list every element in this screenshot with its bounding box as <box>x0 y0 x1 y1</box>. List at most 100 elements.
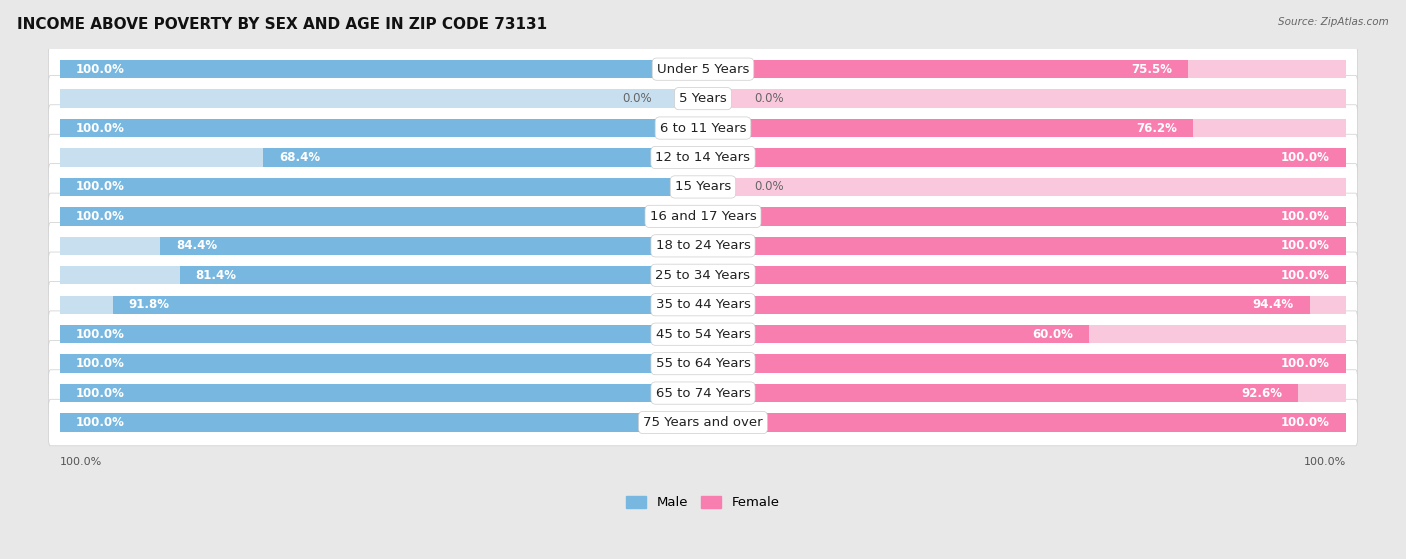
Bar <box>703 60 1188 78</box>
Text: 25 to 34 Years: 25 to 34 Years <box>655 269 751 282</box>
Text: 68.4%: 68.4% <box>280 151 321 164</box>
Text: 100.0%: 100.0% <box>76 387 125 400</box>
Bar <box>60 148 703 167</box>
Bar <box>60 325 703 343</box>
FancyBboxPatch shape <box>48 370 1358 416</box>
Text: 16 and 17 Years: 16 and 17 Years <box>650 210 756 223</box>
Bar <box>60 60 703 78</box>
Text: 81.4%: 81.4% <box>195 269 236 282</box>
Bar <box>703 148 1346 167</box>
Bar <box>60 89 703 108</box>
Bar <box>60 236 703 255</box>
Text: 100.0%: 100.0% <box>76 328 125 340</box>
Text: 100.0%: 100.0% <box>76 121 125 135</box>
FancyBboxPatch shape <box>48 75 1358 122</box>
FancyBboxPatch shape <box>48 164 1358 210</box>
Text: 6 to 11 Years: 6 to 11 Years <box>659 121 747 135</box>
Bar <box>703 296 1346 314</box>
Bar <box>703 60 1346 78</box>
Text: 100.0%: 100.0% <box>1281 357 1330 370</box>
Text: 100.0%: 100.0% <box>1281 151 1330 164</box>
Text: 0.0%: 0.0% <box>621 92 651 105</box>
Text: 91.8%: 91.8% <box>129 299 170 311</box>
Bar <box>703 119 1346 137</box>
Bar <box>703 414 1346 432</box>
FancyBboxPatch shape <box>48 399 1358 446</box>
Bar <box>703 414 1346 432</box>
Bar <box>160 236 703 255</box>
Bar <box>60 354 703 373</box>
Bar <box>60 414 703 432</box>
Bar <box>60 384 703 402</box>
Bar <box>60 207 703 225</box>
FancyBboxPatch shape <box>48 105 1358 151</box>
Text: 60.0%: 60.0% <box>1032 328 1073 340</box>
Bar <box>703 266 1346 285</box>
Text: 100.0%: 100.0% <box>1281 210 1330 223</box>
Text: 100.0%: 100.0% <box>76 416 125 429</box>
Text: 75 Years and over: 75 Years and over <box>643 416 763 429</box>
FancyBboxPatch shape <box>48 46 1358 92</box>
FancyBboxPatch shape <box>48 193 1358 240</box>
Bar <box>703 325 1088 343</box>
Bar <box>703 266 1346 285</box>
Text: Under 5 Years: Under 5 Years <box>657 63 749 75</box>
Bar <box>60 354 703 373</box>
FancyBboxPatch shape <box>48 252 1358 299</box>
Bar <box>703 148 1346 167</box>
Text: 15 Years: 15 Years <box>675 181 731 193</box>
Legend: Male, Female: Male, Female <box>621 490 785 514</box>
Text: INCOME ABOVE POVERTY BY SEX AND AGE IN ZIP CODE 73131: INCOME ABOVE POVERTY BY SEX AND AGE IN Z… <box>17 17 547 32</box>
Bar <box>703 354 1346 373</box>
Bar <box>703 236 1346 255</box>
Text: 94.4%: 94.4% <box>1253 299 1294 311</box>
Text: 0.0%: 0.0% <box>755 181 785 193</box>
Text: 100.0%: 100.0% <box>1303 457 1346 467</box>
Text: 55 to 64 Years: 55 to 64 Years <box>655 357 751 370</box>
Text: 65 to 74 Years: 65 to 74 Years <box>655 387 751 400</box>
Text: 12 to 14 Years: 12 to 14 Years <box>655 151 751 164</box>
Bar <box>703 384 1346 402</box>
FancyBboxPatch shape <box>48 311 1358 357</box>
Text: 5 Years: 5 Years <box>679 92 727 105</box>
Bar <box>703 354 1346 373</box>
FancyBboxPatch shape <box>48 134 1358 181</box>
FancyBboxPatch shape <box>48 222 1358 269</box>
Bar <box>703 178 1346 196</box>
Text: 100.0%: 100.0% <box>76 357 125 370</box>
Text: 84.4%: 84.4% <box>176 239 218 252</box>
Bar <box>703 296 1310 314</box>
Text: 100.0%: 100.0% <box>1281 416 1330 429</box>
Text: 100.0%: 100.0% <box>76 63 125 75</box>
Bar <box>703 89 1346 108</box>
Bar <box>703 236 1346 255</box>
Bar <box>60 296 703 314</box>
Text: 100.0%: 100.0% <box>1281 239 1330 252</box>
Bar <box>703 207 1346 225</box>
Bar <box>180 266 703 285</box>
Bar <box>60 178 703 196</box>
Text: 18 to 24 Years: 18 to 24 Years <box>655 239 751 252</box>
Bar <box>60 119 703 137</box>
Bar <box>60 414 703 432</box>
Text: 76.2%: 76.2% <box>1136 121 1177 135</box>
Bar <box>60 266 703 285</box>
Text: 45 to 54 Years: 45 to 54 Years <box>655 328 751 340</box>
Bar <box>703 325 1346 343</box>
Bar <box>60 207 703 225</box>
Bar <box>60 119 703 137</box>
FancyBboxPatch shape <box>48 282 1358 328</box>
Text: 75.5%: 75.5% <box>1132 63 1173 75</box>
Text: 100.0%: 100.0% <box>60 457 103 467</box>
Text: 100.0%: 100.0% <box>1281 269 1330 282</box>
Bar <box>60 325 703 343</box>
Bar <box>703 119 1192 137</box>
Text: 100.0%: 100.0% <box>76 210 125 223</box>
FancyBboxPatch shape <box>48 340 1358 387</box>
Bar <box>703 384 1298 402</box>
Text: 92.6%: 92.6% <box>1241 387 1282 400</box>
Bar <box>263 148 703 167</box>
Bar <box>112 296 703 314</box>
Text: 100.0%: 100.0% <box>76 181 125 193</box>
Text: 35 to 44 Years: 35 to 44 Years <box>655 299 751 311</box>
